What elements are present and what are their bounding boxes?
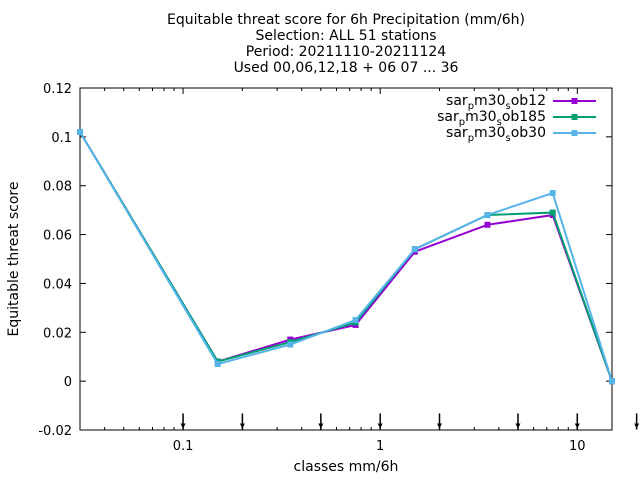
legend-label-part: sar xyxy=(437,109,459,125)
class-threshold-arrowhead xyxy=(634,423,640,429)
legend-label-part: p xyxy=(459,117,465,128)
data-point xyxy=(549,209,556,216)
title-line-3: Period: 20211110-20211124 xyxy=(246,44,446,60)
y-tick-label: 0.08 xyxy=(43,180,72,195)
legend-label-part: ob185 xyxy=(502,109,546,125)
y-tick-label: 0.02 xyxy=(43,326,72,341)
data-point xyxy=(549,190,556,197)
class-threshold-arrowhead xyxy=(515,423,521,429)
series-line xyxy=(79,131,613,382)
y-axis-label: Equitable threat score xyxy=(6,182,22,337)
legend-label-part: ob30 xyxy=(511,125,546,141)
legend-label: sarpm30sob12 xyxy=(446,93,546,112)
legend-label-part: p xyxy=(468,133,474,144)
chart-title: Equitable threat score for 6h Precipitat… xyxy=(167,12,525,76)
data-point xyxy=(484,212,491,219)
series-layer xyxy=(77,128,615,385)
legend-label-part: sar xyxy=(446,125,468,141)
y-tick-label: -0.02 xyxy=(38,424,72,439)
data-point xyxy=(609,378,615,385)
class-threshold-arrowhead xyxy=(437,423,443,429)
legend-swatch-marker xyxy=(571,114,578,120)
title-line-2: Selection: ALL 51 stations xyxy=(255,28,436,44)
plot-frame xyxy=(79,87,613,431)
data-point xyxy=(287,341,294,348)
legend-label-part: s xyxy=(506,101,511,112)
x-tick-label: 10 xyxy=(569,439,586,454)
data-point xyxy=(411,246,418,253)
legend-label: sarpm30sob30 xyxy=(446,125,546,144)
x-tick-label: 0.1 xyxy=(173,439,194,454)
legend-label-part: s xyxy=(506,133,511,144)
series-line xyxy=(79,131,613,382)
class-threshold-arrowhead xyxy=(574,423,580,429)
legend-label-part: ob12 xyxy=(511,93,546,109)
title-line-4: Used 00,06,12,18 + 06 07 ... 36 xyxy=(234,60,459,76)
legend-label-part: sar xyxy=(446,93,468,109)
class-threshold-arrowhead xyxy=(318,423,324,429)
x-axis-label: classes mm/6h xyxy=(294,459,399,475)
y-tick-label: 0.06 xyxy=(43,229,72,244)
class-threshold-arrowhead xyxy=(180,423,186,429)
data-point xyxy=(77,128,83,135)
data-point xyxy=(214,361,221,368)
x-tick-label: 1 xyxy=(376,439,384,454)
legend-swatch-marker xyxy=(571,98,578,104)
legend-label-part: m30 xyxy=(474,125,505,141)
axes-layer: -0.02 0 0.02 0.04 0.06 0.08 0.1 0.12 0.1 1 10 xyxy=(38,82,640,454)
title-line-1: Equitable threat score for 6h Precipitat… xyxy=(167,12,525,28)
legend-label-part: m30 xyxy=(465,109,496,125)
legend-label-part: p xyxy=(468,101,474,112)
data-point xyxy=(352,317,359,324)
y-tick-label: 0.04 xyxy=(43,277,72,292)
data-point xyxy=(484,221,491,228)
class-threshold-arrowhead xyxy=(377,423,383,429)
series-line xyxy=(79,131,613,382)
y-tick-label: 0.1 xyxy=(51,131,72,146)
y-tick-label: 0.12 xyxy=(43,82,72,97)
legend-swatch-marker xyxy=(571,130,578,136)
legend-label-part: m30 xyxy=(474,93,505,109)
legend-label-part: s xyxy=(497,117,502,128)
y-tick-label: 0 xyxy=(64,375,72,390)
legend-label: sarpm30sob185 xyxy=(437,109,546,128)
class-threshold-arrowhead xyxy=(239,423,245,429)
